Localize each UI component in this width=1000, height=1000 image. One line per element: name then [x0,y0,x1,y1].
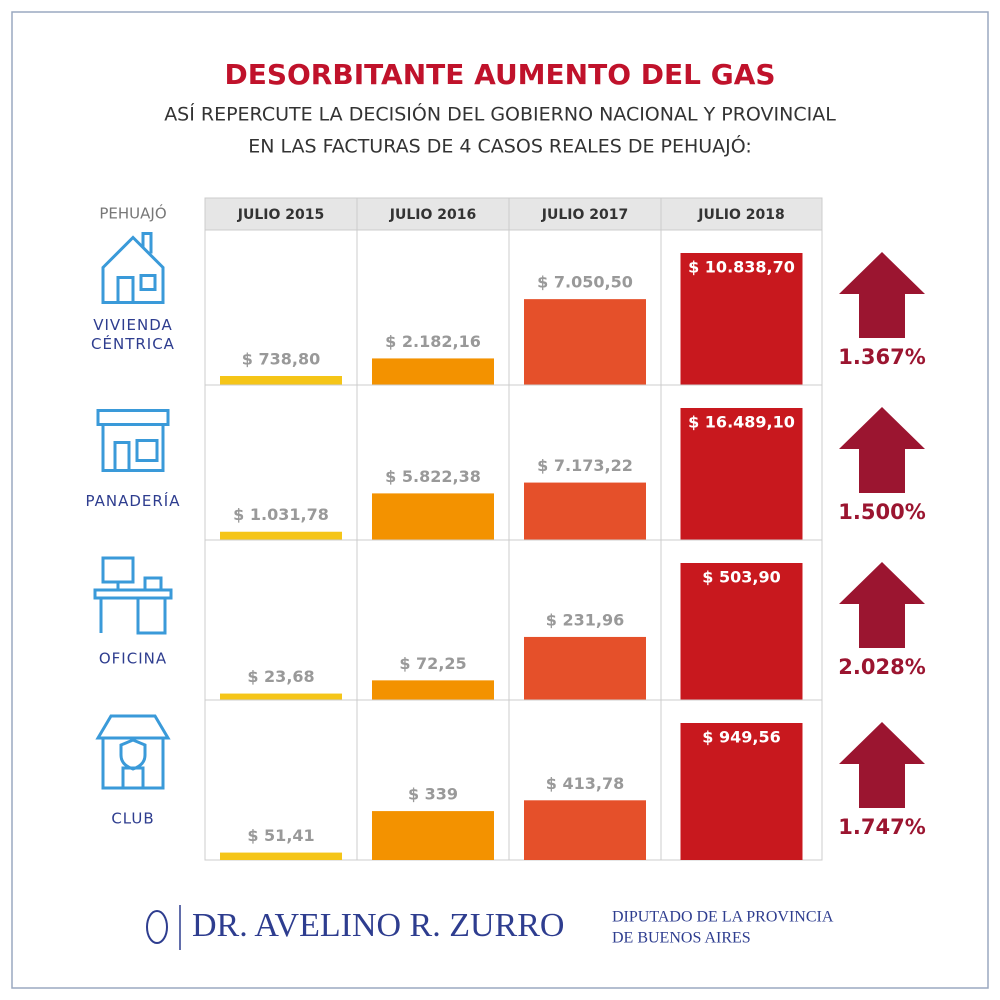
row-label: CÉNTRICA [91,334,175,353]
value-label: $ 738,80 [242,350,320,369]
value-label: $ 10.838,70 [688,258,795,277]
icon [95,714,171,790]
column-header: JULIO 2018 [697,207,784,223]
emblem [146,905,181,950]
icon [101,232,165,304]
row-label: PANADERÍA [86,491,181,510]
value-label: $ 949,56 [702,728,780,747]
value-label: $ 7.050,50 [537,273,633,292]
bar [220,531,342,540]
bar [680,563,803,700]
bar [372,680,494,700]
column-header: JULIO 2016 [389,207,476,223]
value-label: $ 5.822,38 [385,467,481,486]
row-label: CLUB [111,810,154,828]
value-label: $ 413,78 [546,774,624,793]
bar [220,852,342,860]
title: DESORBITANTE AUMENTO DEL GAS [224,58,775,91]
column-header: JULIO 2017 [541,207,628,223]
row-cell [204,699,823,861]
bar [524,800,646,860]
value-label: $ 503,90 [702,568,780,587]
bar [524,636,646,700]
bar [680,723,803,860]
bar [680,408,803,540]
value-label: $ 231,96 [546,610,624,629]
increase-label: 1.500% [838,500,925,524]
value-label: $ 1.031,78 [233,505,329,524]
region-label: PEHUAJÓ [99,204,166,223]
subtitle: ASÍ REPERCUTE LA DECISIÓN DEL GOBIERNO N… [164,102,836,126]
bar [372,493,494,540]
table-header [204,197,823,231]
frame [11,11,989,989]
increase-arrow [839,252,925,338]
bar [220,376,342,385]
column-header: JULIO 2015 [237,207,324,223]
row-label: VIVIENDA [93,316,173,334]
value-label: $ 23,68 [247,667,314,686]
bar [372,358,494,385]
increase-arrow [839,562,925,648]
bar [524,482,646,540]
increase-label: 1.747% [838,815,925,839]
bar [524,299,646,385]
value-label: $ 16.489,10 [688,413,795,432]
value-label: $ 51,41 [247,826,314,845]
footer-role: DIPUTADO DE LA PROVINCIA [612,909,834,926]
bar [372,811,494,860]
footer-name: DR. AVELINO R. ZURRO [192,907,564,944]
row-label: OFICINA [99,650,167,668]
bar [220,693,342,700]
increase-arrow [839,407,925,493]
value-label: $ 339 [408,785,458,804]
value-label: $ 72,25 [399,654,466,673]
value-label: $ 7.173,22 [537,456,633,475]
increase-label: 2.028% [838,655,925,679]
bar [680,253,803,385]
value-label: $ 2.182,16 [385,332,481,351]
icon [96,409,170,472]
increase-arrow [839,722,925,808]
icon [93,556,173,635]
subtitle: EN LAS FACTURAS DE 4 CASOS REALES DE PEH… [248,134,752,158]
footer-role: DE BUENOS AIRES [612,930,751,947]
increase-label: 1.367% [838,345,925,369]
